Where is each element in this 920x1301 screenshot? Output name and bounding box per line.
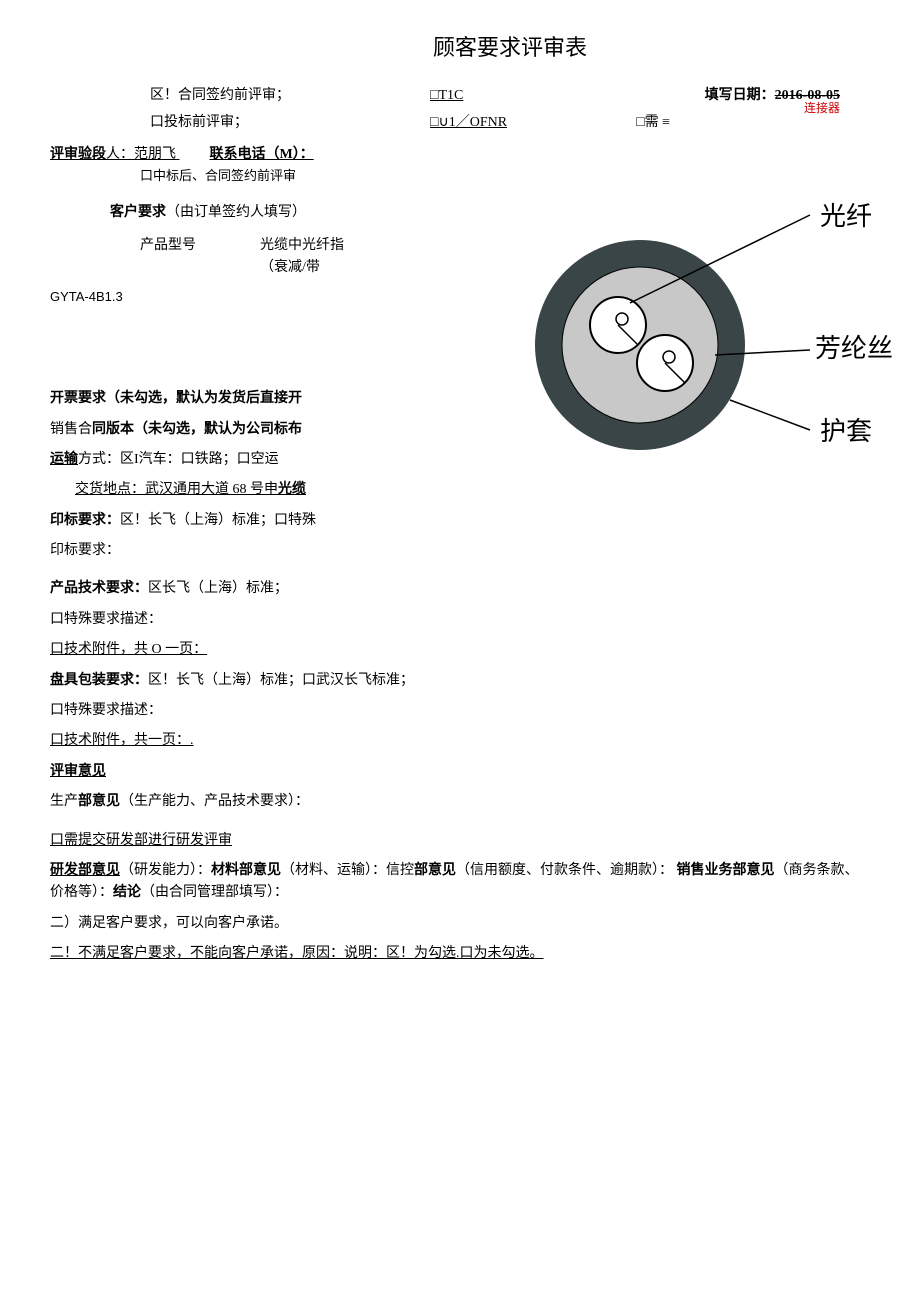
tech-attach-1: 口技术附件，共 O 一页： — [50, 639, 870, 661]
packaging-label: 盘具包装要求： — [50, 673, 148, 688]
conclusion-2-part2: 说明：区！为勾选.口为未勾选。 — [344, 946, 544, 961]
conclusion-note: （由合同管理部填写）： — [141, 885, 288, 900]
tech-req-label: 产品技术要求： — [50, 581, 148, 596]
credit-opinion: 部意见 — [414, 863, 456, 878]
sheath-label: 护套 — [820, 417, 872, 446]
delivery-cable: 光缆 — [278, 482, 306, 497]
conclusion-label: 结论 — [113, 885, 141, 900]
aramid-label: 芳纶丝 — [815, 334, 893, 363]
header-row-1: 区！合同签约前评审； □T1C 填写日期：2016-08-05 连接器 — [50, 85, 870, 107]
production-opinion-1: 生产 — [50, 794, 78, 809]
dept-opinions: 研发部意见（研发能力）：材料部意见（材料、运输）：信控部意见（信用额度、付款条件… — [50, 860, 870, 905]
review-before-bid: 口投标前评审； — [150, 112, 430, 134]
inner-fill-circle — [562, 267, 718, 423]
marking-req: 印标要求：区！长飞（上海）标准；口特殊 — [50, 510, 870, 532]
cable-diagram: 光纤 芳纶丝 护套 — [480, 185, 900, 485]
fiber-spec: 光缆中光纤指 （衰减/带 — [260, 235, 410, 280]
customer-req-label: 客户要求 — [110, 205, 166, 220]
sales-version-bold: 同版本（未勾选，默认为公司标布 — [92, 422, 302, 437]
ofnr-option: □∪1／OFNR — [430, 112, 630, 134]
tech-req: 产品技术要求：区长飞（上海）标准； — [50, 578, 870, 600]
production-opinion-2: 部意见 — [78, 794, 120, 809]
conclusion-2-part1: 二！不满足客户要求，不能向客户承诺，原因： — [50, 946, 344, 961]
sales-opinion: 销售业务部意见 — [677, 863, 775, 878]
material-opinion: 材料部意见 — [211, 863, 281, 878]
fiber-spec-2: （衰减/带 — [260, 257, 410, 279]
main-content: 产品型号 光缆中光纤指 （衰减/带 GYTA-4B1.3 光纤 芳纶丝 护套 开… — [50, 235, 870, 966]
review-type-label: 评审验段 — [50, 147, 106, 162]
delivery-text: 交货地点：武汉通用大道 68 号申 — [75, 482, 278, 497]
production-opinion: 生产部意见（生产能力、产品技术要求）： — [50, 791, 870, 813]
tech-attach-2: 口技术附件，共一页：. — [50, 730, 870, 752]
customer-req-note: （由订单签约人填写） — [166, 205, 306, 220]
contact-label: 联系电话（M）： — [210, 147, 314, 162]
transport-value: 方式：区I汽车：口铁路；口空运 — [78, 452, 279, 467]
credit-opinion-note: （信用额度、付款条件、逾期款）： — [456, 863, 673, 878]
document-title: 顾客要求评审表 — [150, 30, 870, 65]
t1c-option: □T1C — [430, 85, 630, 107]
review-before-contract: 区！合同签约前评审； — [150, 85, 430, 107]
rd-submit: 口需提交研发部进行研发评审 — [50, 830, 870, 852]
marking-label: 印标要求： — [50, 513, 120, 528]
rd-opinion-note: （研发能力）： — [120, 863, 211, 878]
fiber-spec-1: 光缆中光纤指 — [260, 235, 410, 257]
transport-label: 运输 — [50, 452, 78, 467]
header-row-2: 口投标前评审； □∪1／OFNR □需 ≡ — [50, 112, 870, 134]
tech-req-value: 区长飞（上海）标准； — [148, 581, 288, 596]
packaging-value: 区！长飞（上海）标准；口武汉长飞标准； — [148, 673, 414, 688]
special-desc: 口特殊要求描述： — [50, 609, 870, 631]
product-model-label: 产品型号 — [140, 235, 260, 280]
conclusion-2: 二！不满足客户要求，不能向客户承诺，原因：说明：区！为勾选.口为未勾选。 — [50, 943, 870, 965]
material-opinion-note: （材料、运输）：信控 — [281, 863, 414, 878]
review-person-name: 范朋飞 — [134, 147, 176, 162]
marking-value: 区！长飞（上海）标准；口特殊 — [120, 513, 316, 528]
rd-opinion: 研发部意见 — [50, 863, 120, 878]
review-opinion-title: 评审意见 — [50, 761, 870, 783]
fiber-label: 光纤 — [820, 202, 872, 231]
need-option: □需 ≡ — [636, 112, 670, 134]
sales-version-text: 销售合 — [50, 422, 92, 437]
sheath-leader-line — [730, 400, 810, 430]
packaging-req: 盘具包装要求：区！长飞（上海）标准；口武汉长飞标准； — [50, 670, 870, 692]
conclusion-1: 二）满足客户要求，可以向客户承诺。 — [50, 913, 870, 935]
marking-req-2: 印标要求： — [50, 540, 870, 562]
fill-date-label: 填写日期： — [705, 88, 775, 103]
review-person-label: 人： — [106, 147, 134, 162]
special-desc-2: 口特殊要求描述： — [50, 700, 870, 722]
review-type-person: 评审验段人：范朋飞 联系电话（M）： — [50, 144, 870, 166]
production-opinion-3: （生产能力、产品技术要求）： — [120, 794, 309, 809]
